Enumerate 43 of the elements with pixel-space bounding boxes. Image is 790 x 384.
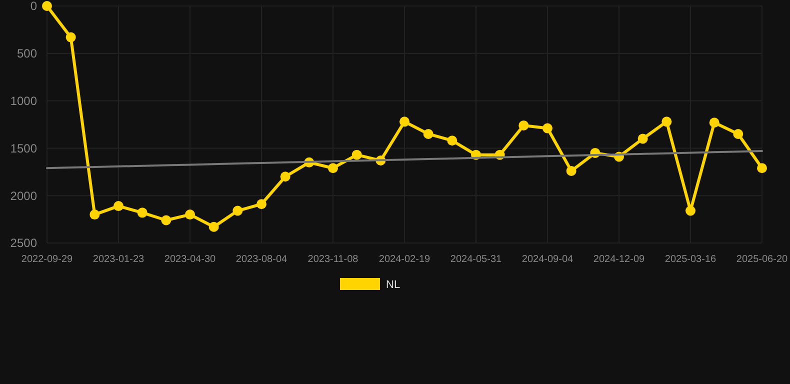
x-tick-label: 2023-11-08 xyxy=(308,254,359,265)
point xyxy=(232,206,243,216)
x-tick-label: 2024-05-31 xyxy=(450,254,502,265)
x-tick-label: 2023-04-30 xyxy=(164,254,216,265)
point xyxy=(709,118,720,128)
x-tick-label: 2024-02-19 xyxy=(378,254,431,265)
x-tick-label: 2023-01-23 xyxy=(92,254,145,265)
point xyxy=(280,172,290,182)
x-tick-label: 2025-03-16 xyxy=(664,254,717,265)
x-tick-label: 2024-09-04 xyxy=(522,254,574,265)
point xyxy=(90,210,100,220)
point xyxy=(447,136,458,146)
y-tick-label: 0 xyxy=(30,0,38,14)
point xyxy=(400,116,410,127)
point xyxy=(638,134,648,144)
point xyxy=(185,210,195,220)
point xyxy=(733,128,744,139)
legend-label: NL xyxy=(386,278,400,291)
y-tick-label: 1000 xyxy=(10,94,38,108)
point xyxy=(137,208,148,218)
point xyxy=(114,201,124,212)
point xyxy=(256,199,266,210)
point xyxy=(518,120,529,130)
y-tick-label: 2000 xyxy=(10,188,38,203)
point xyxy=(423,128,434,139)
x-tick-label: 2024-12-09 xyxy=(593,254,646,265)
point xyxy=(686,206,696,216)
x-tick-label: 2023-08-04 xyxy=(236,254,288,265)
point xyxy=(662,116,672,127)
point xyxy=(328,163,338,174)
point xyxy=(352,150,362,160)
point xyxy=(757,163,767,174)
point xyxy=(66,32,76,42)
y-tick-label: 500 xyxy=(16,46,38,61)
point xyxy=(542,123,552,134)
point xyxy=(161,215,172,226)
x-tick-label: 2022-09-29 xyxy=(21,254,74,265)
point xyxy=(566,166,576,176)
y-tick-label: 1500 xyxy=(10,141,38,156)
point xyxy=(208,222,219,232)
point xyxy=(42,1,52,11)
y-tick-label: 2500 xyxy=(10,236,38,250)
x-tick-label: 2025-06-20 xyxy=(736,254,788,265)
